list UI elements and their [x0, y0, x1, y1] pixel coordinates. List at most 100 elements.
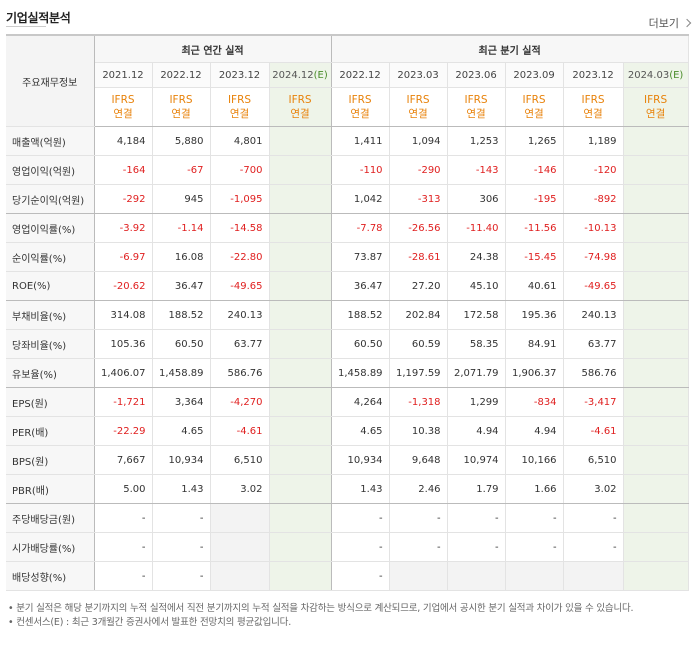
row-label: 매출액(억원): [6, 126, 95, 156]
table-row: 부채비율(%) 314.08 188.52 240.13 188.52 202.84 172…: [6, 300, 689, 330]
table-cell: -: [447, 532, 506, 562]
table-cell: 4.65: [152, 416, 211, 446]
table-cell: [505, 561, 564, 591]
table-cell: [269, 358, 332, 388]
table-cell: 36.47: [152, 271, 211, 301]
table-cell: -1.14: [152, 213, 211, 243]
annual-year-header: 2022.12: [152, 62, 211, 88]
table-row: ROE(%) -20.62 36.47 -49.65 36.47 27.20 45.10 40…: [6, 271, 689, 301]
table-cell: 4,264: [331, 387, 390, 417]
table-cell: 4.94: [447, 416, 506, 446]
table-cell: -4.61: [563, 416, 624, 446]
title-underline: [6, 26, 46, 27]
table-cell: -: [94, 532, 153, 562]
table-cell: [210, 532, 270, 562]
quarter-year-header: 2023.03: [389, 62, 448, 88]
table-cell: 1,197.59: [389, 358, 448, 388]
table-row: PER(배) -22.29 4.65 -4.61 4.65 10.38 4.94 4.94 -4…: [6, 416, 689, 446]
row-label: 유보율(%): [6, 358, 95, 388]
ifrs-basis-header: IFRS 연결: [269, 87, 332, 127]
table-cell: 1.43: [331, 474, 390, 504]
table-row: PBR(배) 5.00 1.43 3.02 1.43 2.46 1.79 1.66 3.02: [6, 474, 689, 504]
table-cell: 60.50: [152, 329, 211, 359]
table-cell: 1,299: [447, 387, 506, 417]
table-cell: 586.76: [563, 358, 624, 388]
table-cell: 10.38: [389, 416, 448, 446]
table-cell: 240.13: [563, 300, 624, 330]
table-cell: -834: [505, 387, 564, 417]
table-cell: -28.61: [389, 242, 448, 272]
table-cell: 24.38: [447, 242, 506, 272]
row-label: 순이익률(%): [6, 242, 95, 272]
ifrs-basis-header: IFRS 연결: [210, 87, 270, 127]
table-row: 매출액(억원) 4,184 5,880 4,801 1,411 1,094 1,253 1,2…: [6, 126, 689, 156]
table-cell: 586.76: [210, 358, 270, 388]
table-cell: -67: [152, 155, 211, 185]
table-cell: 945: [152, 184, 211, 214]
table-cell: -: [389, 503, 448, 533]
table-cell: 27.20: [389, 271, 448, 301]
table-row: 당기순이익(억원) -292 945 -1,095 1,042 -313 306 -195 -8…: [6, 184, 689, 214]
table-cell: -: [152, 532, 211, 562]
table-cell: -14.58: [210, 213, 270, 243]
table-cell: -22.29: [94, 416, 153, 446]
table-row: 시가배당률(%) - - - - - - -: [6, 532, 689, 562]
row-label: ROE(%): [6, 271, 95, 301]
table-cell: [389, 561, 448, 591]
table-cell: 73.87: [331, 242, 390, 272]
table-cell: 314.08: [94, 300, 153, 330]
table-cell: -: [389, 532, 448, 562]
row-label: 배당성향(%): [6, 561, 95, 591]
ifrs-basis-header: IFRS 연결: [152, 87, 211, 127]
more-link[interactable]: 더보기: [649, 15, 692, 31]
annual-group-header: 최근 연간 실적: [94, 35, 332, 63]
table-cell: 4.65: [331, 416, 390, 446]
table-cell: 4.94: [505, 416, 564, 446]
ifrs-basis-header: IFRS 연결: [331, 87, 390, 127]
table-cell: 1,406.07: [94, 358, 153, 388]
table-cell: [210, 503, 270, 533]
table-cell: 188.52: [331, 300, 390, 330]
table-cell: [623, 503, 689, 533]
table-cell: -: [152, 561, 211, 591]
table-cell: 1,458.89: [331, 358, 390, 388]
table-cell: -26.56: [389, 213, 448, 243]
table-row: 주당배당금(원) - - - - - - -: [6, 503, 689, 533]
table-cell: 2,071.79: [447, 358, 506, 388]
table-cell: 1,265: [505, 126, 564, 156]
table-cell: 240.13: [210, 300, 270, 330]
table-cell: [269, 300, 332, 330]
table-cell: -313: [389, 184, 448, 214]
table-row: 순이익률(%) -6.97 16.08 -22.80 73.87 -28.61 24.38-…: [6, 242, 689, 272]
table-cell: -: [94, 561, 153, 591]
ifrs-basis-header: IFRS 연결: [505, 87, 564, 127]
ifrs-basis-header: IFRS 연결: [623, 87, 689, 127]
table-cell: -110: [331, 155, 390, 185]
table-row: 배당성향(%) - - -: [6, 561, 689, 591]
table-cell: [210, 561, 270, 591]
table-cell: 60.59: [389, 329, 448, 359]
row-label: 영업이익(억원): [6, 155, 95, 185]
table-cell: -700: [210, 155, 270, 185]
row-label: PBR(배): [6, 474, 95, 504]
table-cell: -290: [389, 155, 448, 185]
ifrs-basis-header: IFRS 연결: [94, 87, 153, 127]
financial-summary-table: 주요재무정보 최근 연간 실적 최근 분기 실적 2021.12 2022.12 2…: [6, 34, 689, 591]
table-cell: -4,270: [210, 387, 270, 417]
table-cell: [623, 242, 689, 272]
table-cell: -892: [563, 184, 624, 214]
table-cell: -7.78: [331, 213, 390, 243]
table-cell: [269, 126, 332, 156]
table-cell: -10.13: [563, 213, 624, 243]
table-cell: 172.58: [447, 300, 506, 330]
table-cell: 10,934: [152, 445, 211, 475]
row-label: 시가배당률(%): [6, 532, 95, 562]
table-cell: 5,880: [152, 126, 211, 156]
table-cell: [269, 213, 332, 243]
row-label: 부채비율(%): [6, 300, 95, 330]
table-cell: -292: [94, 184, 153, 214]
table-cell: -146: [505, 155, 564, 185]
table-cell: [269, 242, 332, 272]
table-cell: -15.45: [505, 242, 564, 272]
table-cell: -49.65: [563, 271, 624, 301]
